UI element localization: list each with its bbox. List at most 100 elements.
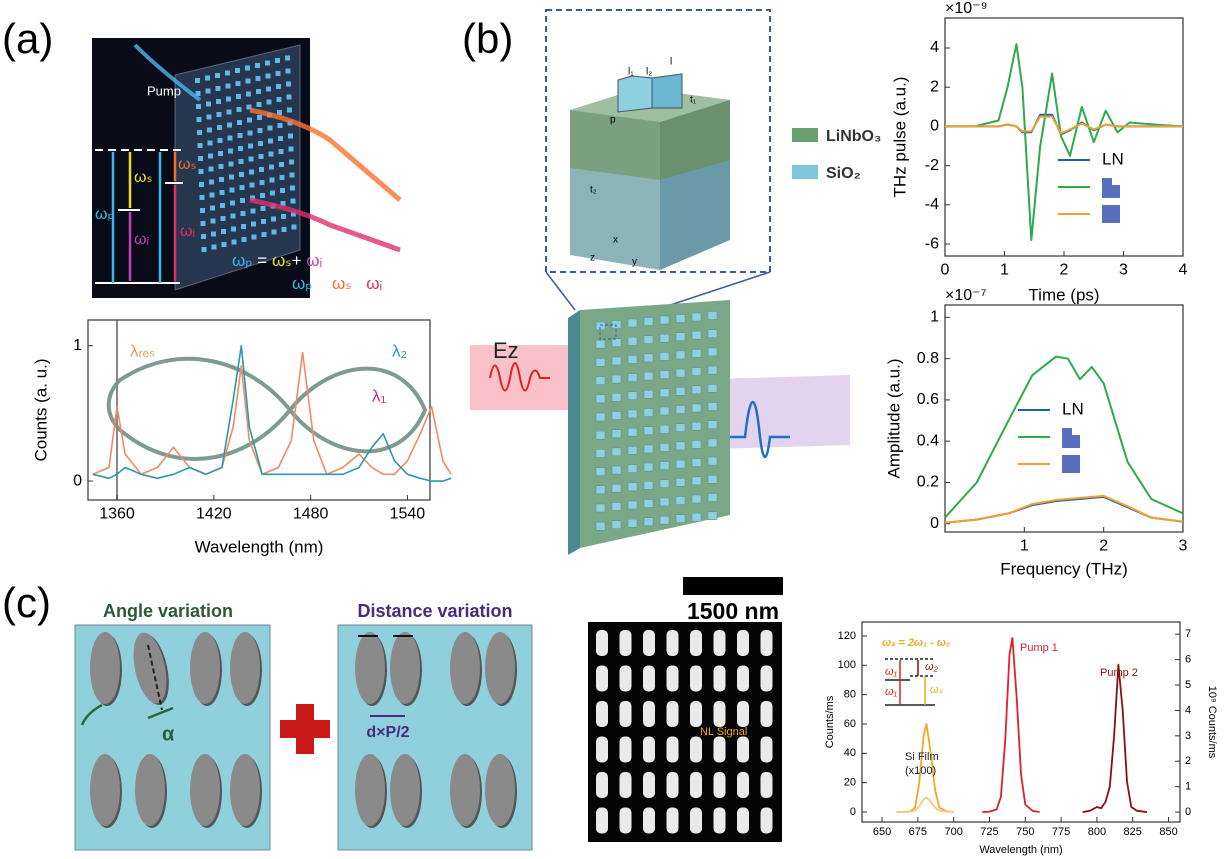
meta-atom [285,55,290,61]
meta-atom [199,182,204,187]
meta-atom [201,234,206,239]
legend-label: LN [1102,149,1124,168]
label: ωₛ [134,169,152,186]
meta-atom [241,224,246,229]
meta-atom [256,89,261,94]
meta-atom [288,146,294,152]
sem-pillar [760,630,773,656]
meta-atom [201,247,207,252]
meta-atom [217,125,222,130]
sem-pillar [713,701,726,727]
meta-atom [206,114,212,120]
label: d×P/2 [366,724,409,741]
meta-atom [270,190,275,196]
meta-atom [237,120,242,125]
y2-tick-label: 5 [1185,679,1191,691]
x-tick-label: 675 [909,826,927,838]
pillar [707,347,718,357]
meta-atom [236,94,241,99]
y-tick-label: 1 [73,337,82,354]
sem-pillar [760,736,773,763]
meta-atom [291,224,297,230]
pillar [643,390,654,399]
annotation: (x100) [905,765,936,777]
meta-atom [286,94,292,100]
sem-pillar [619,736,632,763]
meta-atom [207,140,213,146]
x-tick-label: 2 [1060,262,1069,279]
pillar [691,458,702,467]
y2-tick-label: 0 [1185,806,1191,818]
legend-icon [1062,428,1080,448]
y-tick-label: -4 [925,196,939,213]
x-axis-label: Time (ps) [1028,285,1099,304]
meta-atom [246,104,252,110]
meta-atom [251,221,256,227]
pillar [659,352,670,361]
legend-icon [1102,205,1120,223]
x-tick-label: 2 [1099,538,1108,555]
dim-label: p [610,115,616,126]
meta-atom [229,174,234,180]
pillar [707,456,718,466]
meta-atom [240,211,246,216]
meta-atom [278,149,284,154]
pillar [595,358,606,367]
meta-atom [266,86,271,92]
y-tick-label: 0 [930,118,939,135]
sem-pillar [666,665,679,692]
meta-atom [200,221,206,226]
legend-label: LN [1062,399,1084,418]
legend-icon [1062,455,1080,473]
x-tick-label: 3 [1179,538,1188,555]
pillar [595,485,606,495]
eq-part: ωₚ [232,251,253,270]
meta-atom [261,219,266,224]
meta-atom [266,99,272,105]
pillar [691,421,702,431]
meta-atom [248,156,254,162]
sem-pillar [596,630,608,656]
annotation: ωₛ = 2ω₁ - ω₂ [882,637,950,649]
x-tick-label: 1420 [196,506,232,523]
meta-atom [275,71,281,76]
axis-multiplier: ×10⁻⁷ [945,287,987,304]
sem-pillar [713,807,726,834]
pillar [675,441,686,451]
y2-axis-label: 10⁹ Counts/ms [1206,686,1218,759]
y-tick-label: 40 [844,747,856,759]
pillar [707,475,718,484]
axis-multiplier: ×10⁻⁹ [945,0,987,17]
dim-label: l₂ [646,67,652,78]
sem-pillar [690,807,702,834]
nano-ellipse [355,754,385,826]
meta-atom [210,205,215,211]
meta-atom [197,130,202,135]
pillar [643,462,654,472]
y-tick-label: 0.8 [917,350,939,367]
sem-pillar [596,807,608,834]
meta-atom [281,227,287,232]
label: Pump [147,83,181,98]
eq-part: + [352,274,367,293]
pillar [627,336,638,346]
pillar [707,384,718,393]
sem-pillar [666,701,679,727]
label: ωₚ [95,206,114,223]
meta-atom [240,198,245,203]
meta-atom [261,232,267,237]
meta-atom [231,226,236,232]
annotation: λᵣₑₛ [130,341,155,360]
x-tick-label: 800 [1088,826,1106,838]
x-tick-label: 825 [1124,826,1142,838]
meta-atom [221,229,226,234]
meta-atom [260,193,265,198]
sem-pillar [713,630,726,656]
plot-frame [861,621,1181,823]
meta-atom [207,127,212,133]
pillar [675,314,686,323]
opo-illustration: Pump Signal Idler ωₛ ωₛ ωₚ ωᵢ ωᵢ ωₚ = ωₛ… [92,38,402,298]
pillar [595,412,606,422]
pillar [659,461,670,470]
